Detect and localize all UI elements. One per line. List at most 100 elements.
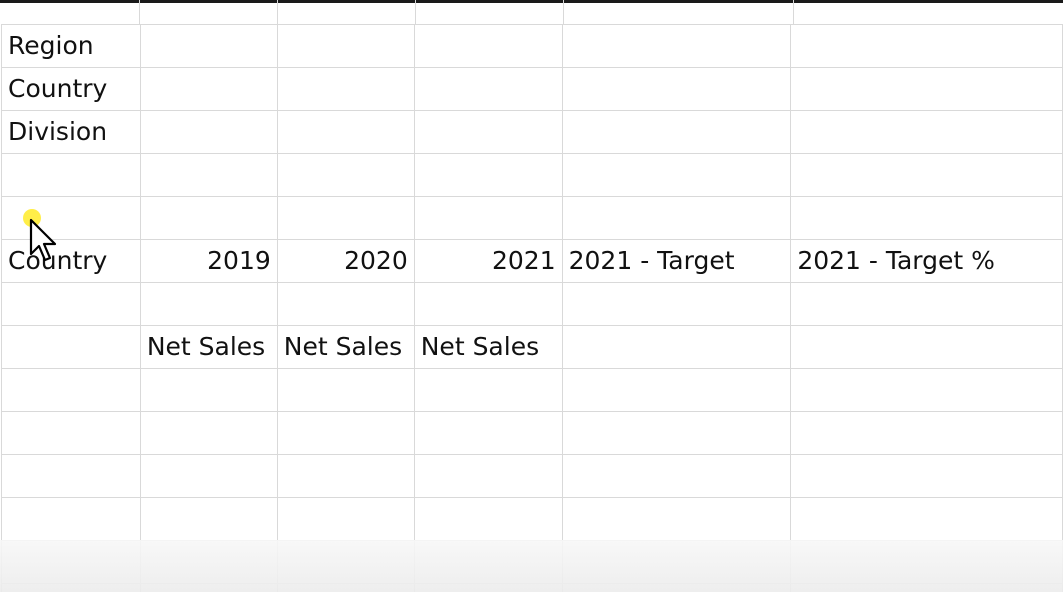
cell[interactable]	[139, 153, 278, 197]
cell[interactable]: Net Sales	[276, 325, 415, 369]
cell[interactable]	[139, 24, 278, 68]
sheet-row	[1, 497, 1063, 541]
cell[interactable]	[413, 196, 563, 240]
cell[interactable]	[276, 454, 415, 498]
cell[interactable]	[139, 583, 278, 592]
cell[interactable]	[561, 583, 792, 592]
cell[interactable]	[1, 153, 141, 197]
cell[interactable]: Country	[1, 239, 141, 283]
partial-cell	[278, 0, 416, 24]
cell[interactable]: 2021 - Target	[561, 239, 792, 283]
cell[interactable]	[561, 497, 792, 541]
cell[interactable]	[1, 282, 141, 326]
cell[interactable]	[790, 196, 1063, 240]
cell[interactable]	[1, 411, 141, 455]
cell[interactable]	[561, 153, 792, 197]
sheet-row	[1, 368, 1063, 412]
sheet-row: Division	[1, 110, 1063, 154]
sheet-row	[1, 153, 1063, 197]
cell[interactable]	[276, 282, 415, 326]
partial-cell	[564, 0, 794, 24]
cell[interactable]	[139, 196, 278, 240]
cell[interactable]	[790, 583, 1063, 592]
cell[interactable]	[139, 497, 278, 541]
cell[interactable]	[790, 454, 1063, 498]
cell[interactable]	[413, 282, 563, 326]
cell[interactable]	[790, 497, 1063, 541]
cell[interactable]	[561, 540, 792, 584]
cell[interactable]	[790, 368, 1063, 412]
cell[interactable]: 2019	[139, 239, 278, 283]
cell[interactable]	[276, 24, 415, 68]
cell[interactable]: Division	[1, 110, 141, 154]
cell[interactable]	[139, 368, 278, 412]
cell[interactable]	[561, 325, 792, 369]
sheet-row	[1, 583, 1063, 592]
cell[interactable]	[139, 282, 278, 326]
cell[interactable]	[139, 67, 278, 111]
sheet-row	[1, 411, 1063, 455]
cell[interactable]	[1, 540, 141, 584]
cell[interactable]	[1, 368, 141, 412]
cell[interactable]	[276, 497, 415, 541]
cell[interactable]	[561, 411, 792, 455]
cell[interactable]	[561, 282, 792, 326]
cell[interactable]: Region	[1, 24, 141, 68]
cell[interactable]	[413, 411, 563, 455]
cell[interactable]	[139, 110, 278, 154]
cell[interactable]	[790, 325, 1063, 369]
cell[interactable]	[413, 110, 563, 154]
partial-cell	[416, 0, 564, 24]
cell[interactable]	[561, 454, 792, 498]
cell[interactable]: Country	[1, 67, 141, 111]
sheet-row: Region	[1, 24, 1063, 68]
cell[interactable]: 2020	[276, 239, 415, 283]
cell[interactable]	[413, 368, 563, 412]
cell[interactable]	[561, 110, 792, 154]
cell[interactable]	[139, 454, 278, 498]
cell[interactable]	[1, 454, 141, 498]
cell[interactable]	[790, 24, 1063, 68]
cell[interactable]	[413, 540, 563, 584]
cell[interactable]	[276, 368, 415, 412]
cell[interactable]	[413, 24, 563, 68]
cell[interactable]	[561, 368, 792, 412]
cell[interactable]	[790, 411, 1063, 455]
cell[interactable]	[139, 411, 278, 455]
window-top-edge	[0, 0, 1063, 3]
cell[interactable]	[276, 196, 415, 240]
cell[interactable]	[790, 67, 1063, 111]
cell[interactable]	[790, 153, 1063, 197]
cell[interactable]	[413, 67, 563, 111]
cell-grid: Region Country Division Country 2019 2020 2021…	[1, 24, 1063, 592]
cell[interactable]	[413, 153, 563, 197]
cell[interactable]: Net Sales	[139, 325, 278, 369]
cell[interactable]	[1, 583, 141, 592]
cell[interactable]: Net Sales	[413, 325, 563, 369]
cell[interactable]	[413, 454, 563, 498]
cell[interactable]	[276, 583, 415, 592]
cell[interactable]	[561, 196, 792, 240]
sheet-row: Country 2019 2020 2021 2021 - Target 2021 - T…	[1, 239, 1063, 283]
sheet-row	[1, 196, 1063, 240]
sheet-row	[1, 454, 1063, 498]
partial-cell	[1, 0, 140, 24]
cell[interactable]	[276, 153, 415, 197]
cell[interactable]	[561, 67, 792, 111]
cell[interactable]: 2021 - Target %	[790, 239, 1063, 283]
cell[interactable]	[790, 540, 1063, 584]
cell[interactable]	[790, 282, 1063, 326]
cell[interactable]	[276, 540, 415, 584]
cell[interactable]	[790, 110, 1063, 154]
cell[interactable]	[276, 67, 415, 111]
cell[interactable]	[276, 411, 415, 455]
cell[interactable]	[413, 497, 563, 541]
cell[interactable]	[561, 24, 792, 68]
cell[interactable]	[413, 583, 563, 592]
cell[interactable]	[1, 497, 141, 541]
partial-cell	[140, 0, 278, 24]
cell[interactable]	[1, 325, 141, 369]
cell[interactable]	[139, 540, 278, 584]
cell[interactable]	[276, 110, 415, 154]
cell[interactable]: 2021	[413, 239, 563, 283]
